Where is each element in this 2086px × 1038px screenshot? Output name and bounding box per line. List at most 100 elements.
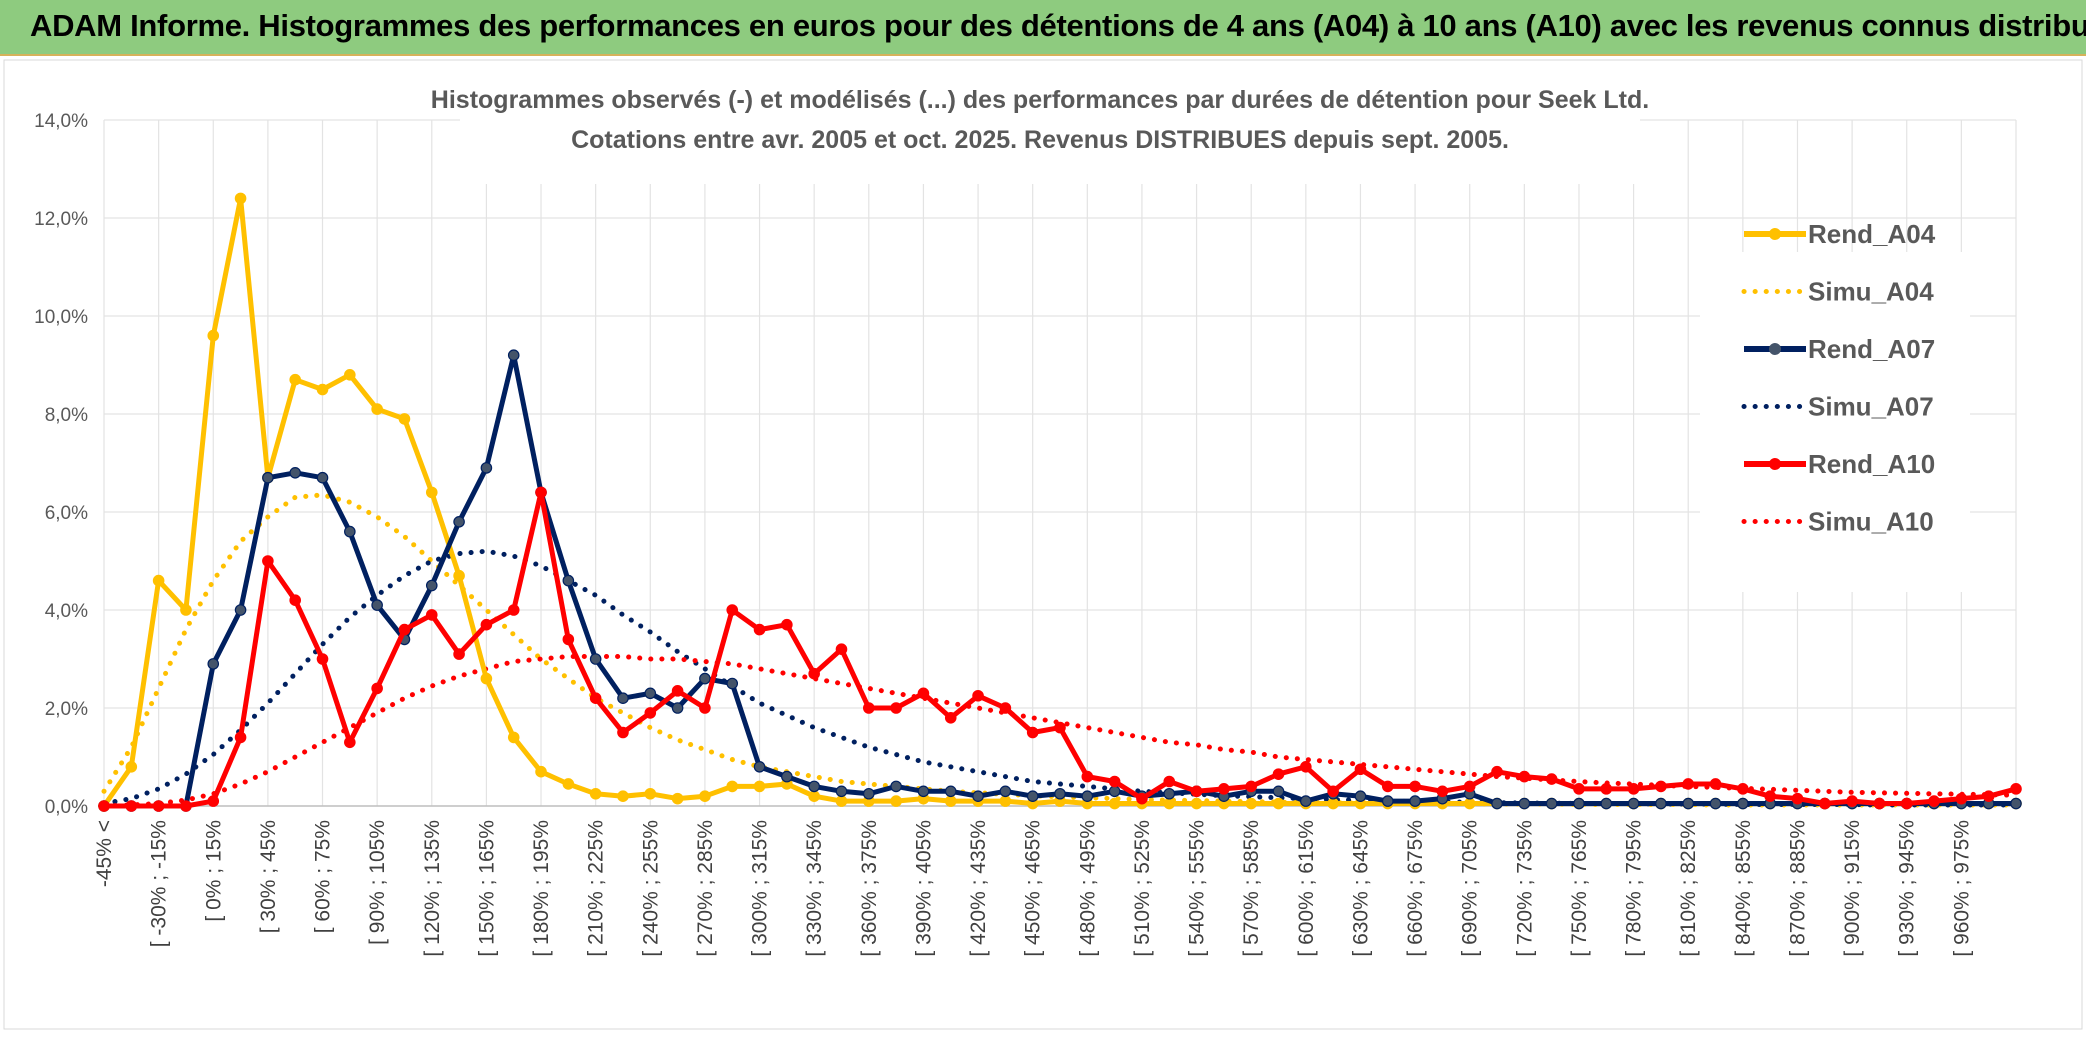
data-point — [480, 462, 493, 474]
data-point — [1655, 780, 1667, 793]
data-point — [289, 466, 301, 479]
data-point — [589, 692, 602, 704]
data-point — [398, 623, 411, 636]
data-point — [1245, 780, 1257, 793]
x-tick-label: [ 360% ; 375% — [858, 820, 881, 957]
data-point — [617, 790, 629, 802]
data-point — [398, 413, 411, 425]
data-point — [125, 800, 138, 812]
data-point — [453, 569, 465, 582]
legend-label: Rend_A04 — [1808, 219, 1936, 249]
x-tick-label: [ 780% ; 795% — [1623, 820, 1646, 957]
legend-label: Rend_A07 — [1808, 334, 1935, 364]
chart-title: Histogrammes observés (-) et modélisés (… — [431, 86, 1649, 114]
legend-label: Simu_A04 — [1808, 277, 1934, 307]
data-point — [726, 780, 739, 793]
data-point — [999, 785, 1012, 798]
legend-label: Simu_A10 — [1808, 507, 1934, 537]
data-point — [371, 403, 383, 415]
legend-item-simu-a10: Simu_A10 — [1741, 507, 1934, 537]
x-tick-label: [ 300% ; 315% — [749, 820, 772, 957]
data-point — [480, 672, 493, 685]
series-simu-a07 — [101, 548, 2019, 808]
data-point — [1491, 797, 1503, 810]
data-point — [644, 707, 657, 719]
chart-title-block: Histogrammes observés (-) et modélisés (… — [431, 84, 1649, 184]
data-point — [234, 604, 247, 616]
data-point — [507, 349, 520, 361]
data-point — [726, 677, 739, 690]
data-point — [671, 702, 684, 714]
data-point — [1463, 797, 1476, 810]
data-point — [234, 731, 247, 744]
data-point — [753, 760, 766, 773]
data-point — [344, 368, 356, 381]
data-point — [1682, 797, 1695, 810]
data-point — [344, 736, 356, 749]
data-point — [1354, 763, 1367, 776]
x-tick-label: [ 60% ; 75% — [312, 820, 335, 933]
data-point — [1054, 787, 1066, 800]
legend-item-rend-a04: Rend_A04 — [1744, 219, 1936, 249]
data-point — [589, 787, 602, 800]
x-tick-label: [ 90% ; 105% — [366, 820, 389, 945]
data-point — [316, 383, 329, 396]
data-point — [1545, 773, 1558, 785]
data-point — [1272, 768, 1285, 780]
series-line-simu-a07 — [101, 548, 2019, 808]
data-point — [289, 373, 301, 386]
y-tick-label: 2,0% — [45, 699, 88, 720]
x-tick-label: [ 750% ; 765% — [1568, 820, 1591, 957]
data-point — [425, 486, 438, 499]
legend-label: Rend_A10 — [1808, 449, 1935, 479]
data-point — [1381, 795, 1394, 807]
data-point — [180, 800, 192, 812]
y-tick-label: 4,0% — [45, 601, 88, 622]
data-point — [1354, 790, 1367, 802]
data-point — [1764, 790, 1776, 802]
x-tick-label: [ 720% ; 735% — [1513, 820, 1536, 957]
data-point — [617, 692, 629, 704]
data-point — [1982, 790, 1995, 802]
legend-item-simu-a04: Simu_A04 — [1741, 277, 1934, 307]
data-point — [862, 787, 875, 800]
data-point — [808, 667, 820, 680]
x-tick-label: [ 180% ; 195% — [530, 820, 553, 957]
data-point — [207, 329, 220, 342]
data-point — [1737, 783, 1749, 795]
data-point — [507, 731, 520, 744]
data-point — [862, 702, 875, 714]
data-point — [1791, 792, 1804, 805]
data-point — [1436, 785, 1449, 798]
data-point — [1491, 765, 1503, 778]
x-tick-label: [ -30% ; -15% — [148, 820, 171, 947]
data-point — [262, 471, 274, 484]
data-point — [1409, 780, 1421, 793]
legend-marker — [1769, 458, 1781, 470]
data-point — [152, 800, 165, 812]
data-point — [699, 790, 711, 802]
data-point — [1190, 797, 1203, 810]
data-point — [1054, 721, 1066, 734]
legend-label: Simu_A07 — [1808, 392, 1934, 422]
x-tick-label: [ 240% ; 255% — [639, 820, 662, 957]
data-point — [726, 604, 739, 616]
data-point — [699, 672, 711, 685]
x-tick-label: [ 510% ; 525% — [1131, 820, 1154, 957]
data-point — [1300, 760, 1312, 773]
data-point — [562, 633, 575, 646]
data-point — [207, 658, 220, 670]
data-point — [1081, 770, 1094, 783]
data-point — [316, 471, 329, 484]
data-point — [1300, 795, 1312, 807]
data-point — [1627, 783, 1640, 795]
data-point — [425, 579, 438, 592]
data-point — [753, 780, 766, 793]
data-point — [644, 787, 657, 800]
x-tick-label: [ 420% ; 435% — [967, 820, 990, 957]
data-point — [1655, 797, 1667, 810]
data-point — [289, 594, 301, 606]
data-point — [944, 795, 957, 807]
data-point — [972, 689, 984, 702]
data-point — [1846, 795, 1858, 807]
